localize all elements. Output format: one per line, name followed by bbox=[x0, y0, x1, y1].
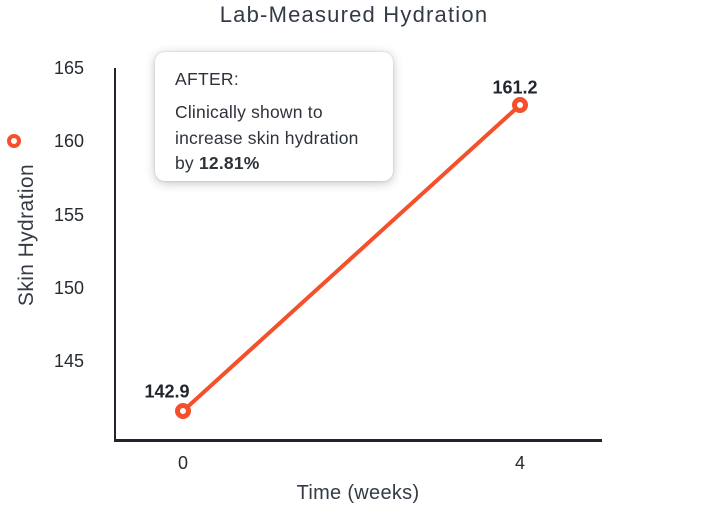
annotation-text: by bbox=[175, 153, 199, 173]
data-point-label: 142.9 bbox=[144, 381, 190, 402]
annotation-bold-value: 12.81% bbox=[198, 153, 260, 173]
y-axis-line bbox=[114, 68, 116, 442]
y-tick-label: 160 bbox=[53, 131, 84, 152]
x-tick-label: 4 bbox=[514, 453, 526, 473]
x-axis-line bbox=[114, 439, 602, 442]
y-tick-label: 145 bbox=[53, 351, 84, 371]
chart-title: Lab-Measured Hydration bbox=[219, 2, 489, 27]
series-line bbox=[181, 103, 522, 413]
annotation-text: Clinically shown to bbox=[175, 102, 323, 122]
annotation-heading: AFTER: bbox=[175, 69, 240, 89]
annotation-card: AFTER: Clinically shown to increase skin… bbox=[155, 52, 393, 181]
series-marker-icon bbox=[7, 134, 21, 148]
y-tick-label: 165 bbox=[53, 58, 84, 78]
annotation-text: increase skin hydration bbox=[175, 127, 359, 148]
annotation-line: Clinically shown to bbox=[175, 100, 373, 126]
annotation-line: increase skin hydration bbox=[175, 126, 373, 152]
annotation-line: by 12.81% bbox=[175, 151, 373, 177]
y-tick-label: 150 bbox=[53, 277, 84, 298]
data-point-label: 161.2 bbox=[492, 77, 538, 98]
data-point-marker bbox=[175, 403, 191, 419]
y-tick-label: 155 bbox=[53, 204, 84, 225]
data-point-marker bbox=[512, 97, 528, 114]
x-tick-label: 0 bbox=[177, 453, 189, 473]
x-axis-title: Time (weeks) bbox=[296, 482, 420, 504]
